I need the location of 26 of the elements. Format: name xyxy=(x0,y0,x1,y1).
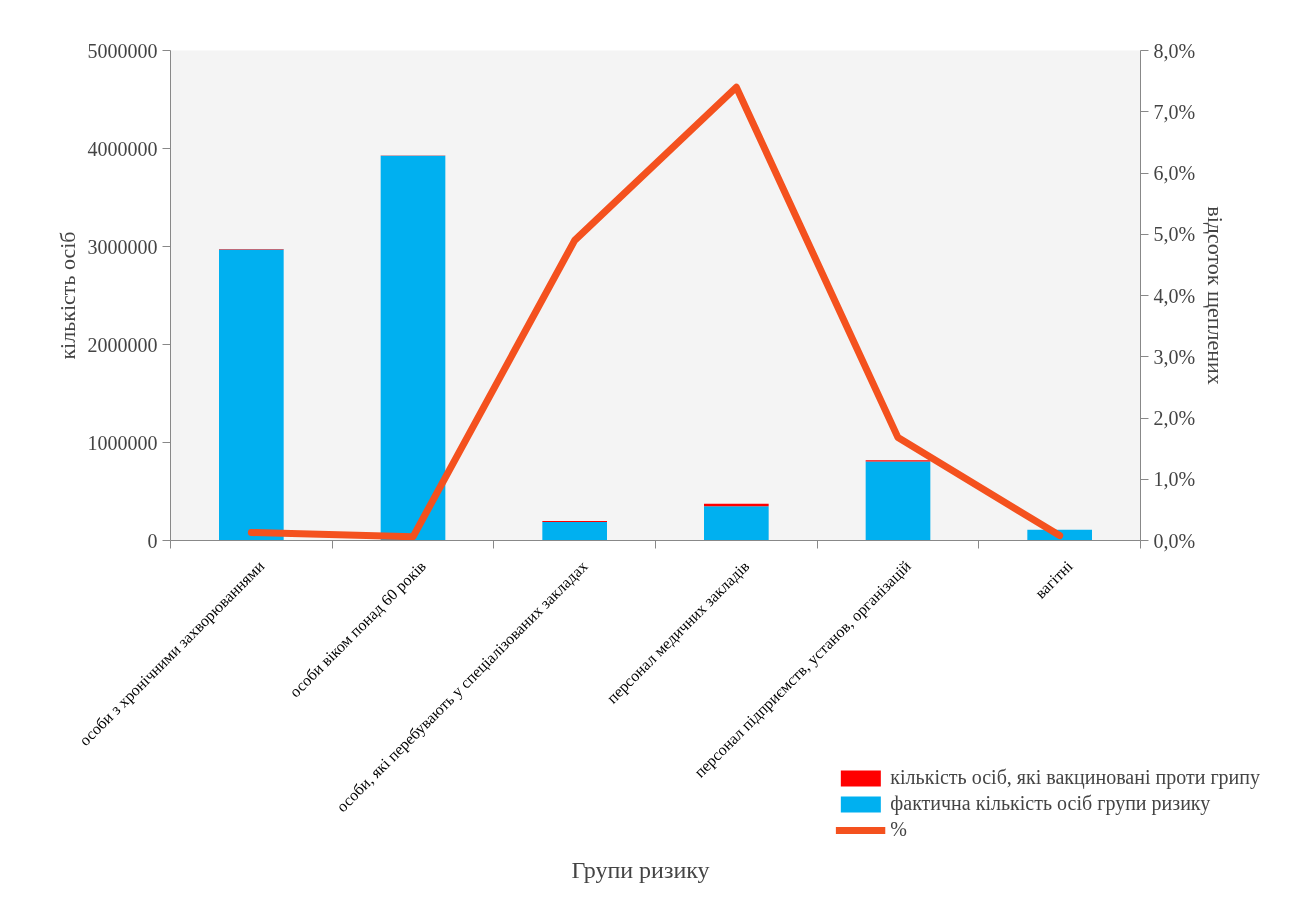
y-tick-label: 2000000 xyxy=(87,333,158,356)
legend-label: % xyxy=(890,818,908,841)
bar xyxy=(219,249,284,541)
y-tick-label: 1000000 xyxy=(87,431,158,454)
y2-tick-label: 0,0% xyxy=(1153,529,1196,552)
y-axis-title: кількість осіб xyxy=(54,231,80,360)
y2-tick-label: 8,0% xyxy=(1153,39,1196,62)
y2-tick-label: 5,0% xyxy=(1153,223,1196,246)
y-tick-label: 0 xyxy=(147,529,158,552)
y2-axis-title: відсоток щеплених xyxy=(1203,206,1229,385)
legend-label: фактична кількість осіб групи ризику xyxy=(890,792,1211,815)
bar xyxy=(380,155,446,541)
y2-tick-label: 4,0% xyxy=(1153,284,1196,307)
legend-label: кількість осіб, які вакциновані проти грипу xyxy=(890,766,1260,789)
bar xyxy=(542,521,607,541)
y-tick-label: 5000000 xyxy=(87,39,158,62)
y2-tick-label: 1,0% xyxy=(1153,468,1196,491)
y-tick-label: 3000000 xyxy=(87,235,158,258)
y2-tick-label: 7,0% xyxy=(1153,100,1196,123)
y2-tick-label: 6,0% xyxy=(1153,162,1196,184)
y2-tick-label: 3,0% xyxy=(1153,345,1196,368)
y-tick-label: 4000000 xyxy=(87,137,158,160)
bar xyxy=(704,506,769,541)
y2-tick-label: 2,0% xyxy=(1153,407,1196,429)
bar xyxy=(865,461,931,541)
x-axis-title: Групи ризику xyxy=(571,856,710,883)
